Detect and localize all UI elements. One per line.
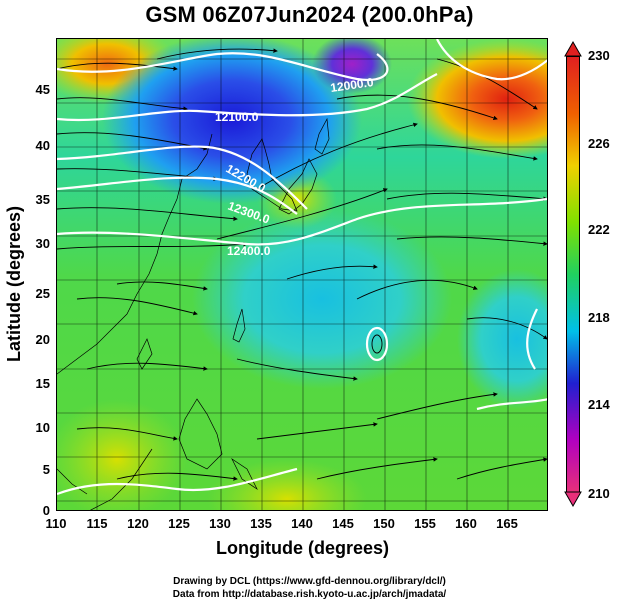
x-tick-label: 165 — [496, 516, 518, 531]
y-tick-label: 35 — [35, 192, 50, 207]
yellow-region-sw — [57, 399, 187, 510]
y-axis-label: Latitude (degrees) — [4, 206, 24, 362]
y-tick-label: 30 — [35, 236, 50, 251]
colorbar-tick-label: 214 — [588, 397, 610, 412]
yellow-region-s — [207, 459, 367, 510]
warm-region-ne — [407, 39, 547, 159]
vortex-ring — [371, 334, 383, 354]
y-tick-label: 5 — [42, 462, 50, 477]
x-tick-label: 110 — [45, 516, 67, 531]
colorbar-tick-label: 222 — [588, 222, 610, 237]
colorbar-tick-label: 230 — [588, 48, 610, 63]
x-tick-label: 115 — [86, 516, 108, 531]
cyan-region-east — [457, 269, 547, 409]
wind-streamlines — [57, 48, 547, 481]
x-tick-label: 150 — [373, 516, 395, 531]
contour-label: 12000.0 — [329, 75, 374, 95]
x-axis-label: Longitude (degrees) — [215, 538, 389, 558]
x-tick-label: 130 — [209, 516, 231, 531]
colorbar — [566, 56, 580, 493]
x-tick-label: 155 — [414, 516, 436, 531]
colorbar-tick-label: 210 — [588, 486, 610, 501]
contour-label: 12100.0 — [215, 110, 259, 124]
colorbar-min-triangle — [564, 491, 582, 507]
chart-title: GSM 06Z07Jun2024 (200.0hPa) — [145, 2, 474, 27]
x-tick-label: 145 — [332, 516, 354, 531]
map-svg: 12000.0 12100.0 12200.0 12300.0 12400.0 — [57, 39, 547, 510]
x-tick-label: 160 — [455, 516, 477, 531]
y-tick-label: 45 — [35, 82, 50, 97]
height-contours — [57, 39, 547, 496]
contour-label: 12400.0 — [227, 244, 271, 258]
y-tick-label: 15 — [35, 376, 50, 391]
colorbar-tick-label: 226 — [588, 136, 610, 151]
y-tick-label: 25 — [35, 286, 50, 301]
colorbar-tick-label: 218 — [588, 310, 610, 325]
x-tick-label: 120 — [127, 516, 149, 531]
contour-closed-low — [365, 326, 389, 362]
x-tick-label: 135 — [250, 516, 272, 531]
x-tick-label: 125 — [168, 516, 190, 531]
y-tick-label: 10 — [35, 420, 50, 435]
credit-data: Data from http://database.rish.kyoto-u.a… — [172, 589, 447, 600]
coastlines — [57, 117, 330, 510]
y-tick-label: 0 — [42, 503, 50, 518]
x-tick-label: 140 — [291, 516, 313, 531]
y-axis-label-wrap: Latitude (degrees) — [1, 184, 25, 384]
credit-drawing: Drawing by DCL (https://www.gfd-dennou.o… — [173, 576, 446, 587]
y-tick-label: 20 — [35, 332, 50, 347]
y-tick-label: 40 — [35, 138, 50, 153]
map-plot-area: 12000.0 12100.0 12200.0 12300.0 12400.0 — [56, 38, 548, 511]
cold-low-region — [102, 39, 362, 204]
colorbar-max-triangle — [564, 41, 582, 57]
